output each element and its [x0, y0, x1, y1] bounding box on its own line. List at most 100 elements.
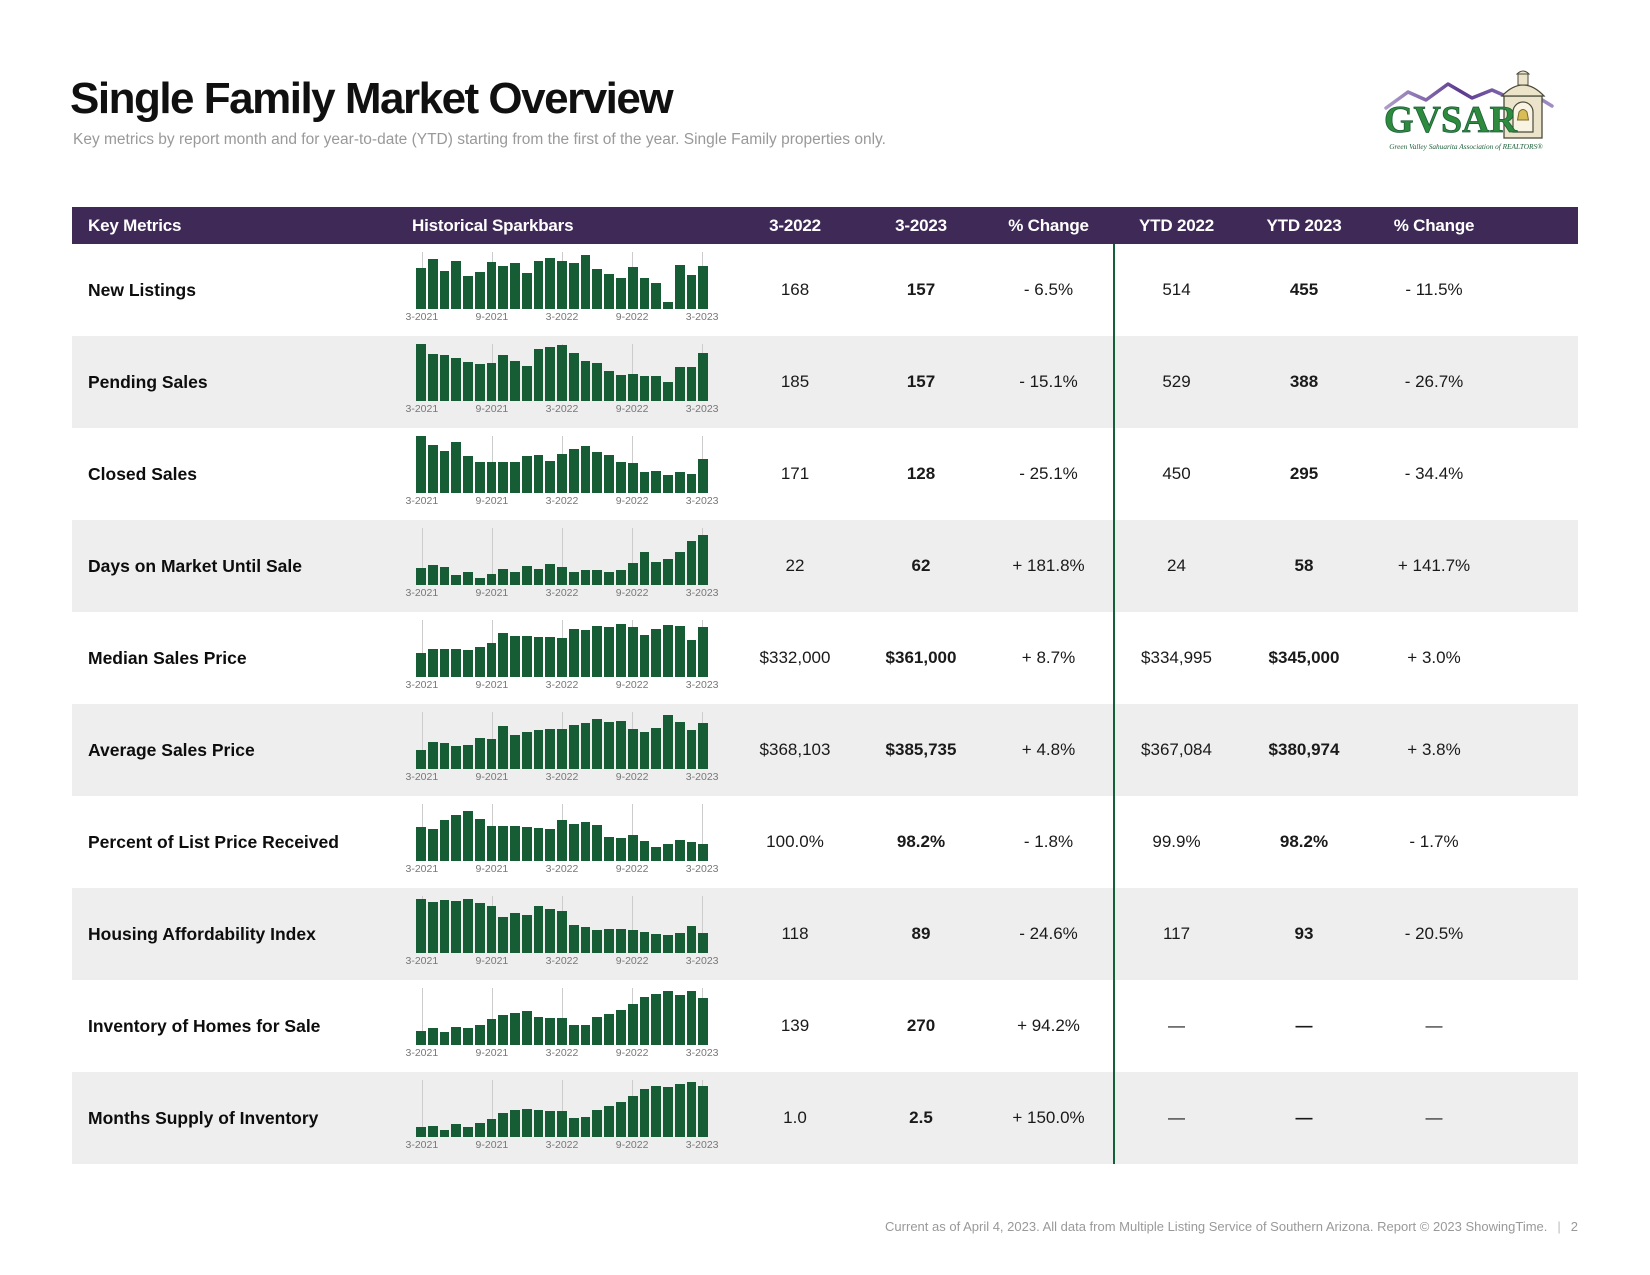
spark-bar [510, 825, 520, 861]
spark-bar [416, 653, 426, 677]
spark-bar [698, 933, 709, 953]
spark-bar [498, 917, 509, 953]
spark-bars [416, 528, 709, 585]
spark-bar [474, 737, 485, 769]
value-ytd-pct-change: — [1425, 1108, 1443, 1127]
spark-tick-label: 3-2022 [545, 587, 579, 599]
value-month-2023: 157 [906, 280, 936, 299]
spark-bar [568, 1118, 579, 1137]
spark-bar [663, 935, 673, 953]
spark-bar [592, 1109, 603, 1137]
value-ytd-2023: $380,974 [1268, 740, 1340, 759]
value-ytd-2022: $367,084 [1141, 740, 1212, 759]
spark-bar [686, 925, 697, 953]
spark-bar [463, 1126, 473, 1137]
spark-bar [474, 1122, 485, 1137]
spark-gridline [421, 712, 423, 769]
table-row: Closed Sales 3-2021 9-2021 3-2022 9-2022 3-2… [72, 428, 1578, 520]
value-month-2023: 270 [906, 1016, 936, 1035]
spark-bar [416, 1126, 426, 1137]
spark-bar [533, 260, 544, 309]
spark-bar [545, 1111, 556, 1137]
spark-tick-label: 9-2022 [615, 587, 649, 599]
table-row: Inventory of Homes for Sale 3-2021 9-2021… [72, 980, 1578, 1072]
value-ytd-pct-change: - 11.5% [1405, 280, 1463, 299]
spark-bar [580, 570, 591, 585]
value-ytd-pct-change: + 3.0% [1407, 648, 1461, 667]
spark-bar [698, 627, 709, 677]
spark-bar [663, 990, 673, 1045]
spark-bar [674, 366, 685, 401]
spark-bar [416, 750, 426, 769]
spark-bar [580, 723, 591, 769]
sparkbar: 3-2021 9-2021 3-2022 9-2022 3-2023 [405, 620, 719, 696]
spark-bar [451, 575, 462, 585]
value-month-2023: $361,000 [885, 648, 957, 667]
spark-bars [416, 988, 709, 1045]
spark-bar [521, 635, 532, 677]
value-ytd-pct-change: - 20.5% [1404, 924, 1464, 943]
spark-bar [439, 900, 450, 953]
value-ytd-2023: 295 [1289, 464, 1319, 483]
spark-bar [639, 471, 650, 493]
value-pct-change: + 94.2% [1017, 1016, 1080, 1035]
spark-bar [557, 345, 567, 401]
sparkbar-chart: 3-2021 9-2021 3-2022 9-2022 3-2023 [405, 712, 732, 788]
spark-bar [580, 361, 591, 401]
spark-tick-label: 3-2022 [545, 771, 579, 783]
spark-bar [498, 632, 509, 677]
spark-bar [639, 931, 650, 953]
spark-bar [474, 819, 485, 861]
metric-label: Pending Sales [88, 371, 208, 392]
value-ytd-2023: 98.2% [1279, 832, 1329, 851]
spark-tick-label: 3-2023 [685, 403, 719, 415]
spark-tick-label: 3-2023 [685, 955, 719, 967]
sparkbar-chart: 3-2021 9-2021 3-2022 9-2022 3-2023 [405, 620, 732, 696]
page-subtitle: Key metrics by report month and for year… [73, 131, 886, 148]
spark-bar [592, 363, 603, 401]
spark-tick-label: 9-2021 [475, 587, 509, 599]
logo-tagline: Green Valley Sahuarita Association of RE… [1389, 142, 1543, 151]
spark-bar [568, 353, 579, 401]
spark-tick-label: 3-2021 [405, 1139, 439, 1151]
spark-bar [686, 842, 697, 861]
sparkbar-chart: 3-2021 9-2021 3-2022 9-2022 3-2023 [405, 344, 732, 420]
table-row: Percent of List Price Received 3-2021 9-2… [72, 796, 1578, 888]
spark-tick-label: 3-2022 [545, 403, 579, 415]
spark-bar [604, 1105, 615, 1137]
spark-bar [463, 571, 473, 585]
spark-tick-label: 9-2022 [615, 403, 649, 415]
spark-gridline [491, 1080, 493, 1137]
spark-bar [474, 903, 485, 953]
spark-bar [545, 563, 556, 585]
value-ytd-pct-change: - 1.7% [1409, 832, 1459, 851]
spark-bar [498, 266, 509, 309]
spark-gridline [421, 1080, 423, 1137]
spark-bar [698, 352, 709, 401]
spark-bar [592, 570, 603, 585]
spark-tick-label: 3-2023 [685, 1047, 719, 1059]
spark-bar [639, 841, 650, 861]
value-ytd-2022: 24 [1167, 556, 1186, 575]
spark-bar [486, 738, 497, 769]
spark-bar [439, 743, 450, 769]
spark-bar [451, 357, 462, 401]
spark-bar [592, 930, 603, 953]
spark-tick-label: 3-2021 [405, 403, 439, 415]
metric-label: Closed Sales [88, 463, 197, 484]
sparkbar: 3-2021 9-2021 3-2022 9-2022 3-2023 [405, 344, 719, 420]
spark-bar [674, 551, 685, 585]
value-ytd-2023: $345,000 [1268, 648, 1340, 667]
spark-bar [592, 718, 603, 769]
spark-axis: 3-2021 9-2021 3-2022 9-2022 3-2023 [405, 403, 718, 419]
col-header-month-2022: 3-2022 [769, 215, 821, 235]
spark-bar [439, 451, 450, 493]
spark-bar [616, 277, 626, 309]
spark-bar [663, 475, 673, 493]
spark-bar [486, 462, 497, 493]
spark-bars [416, 712, 709, 769]
spark-tick-label: 3-2022 [545, 1139, 579, 1151]
sparkbar-chart: 3-2021 9-2021 3-2022 9-2022 3-2023 [405, 528, 732, 604]
spark-bar [474, 461, 485, 493]
spark-bar [557, 260, 567, 309]
